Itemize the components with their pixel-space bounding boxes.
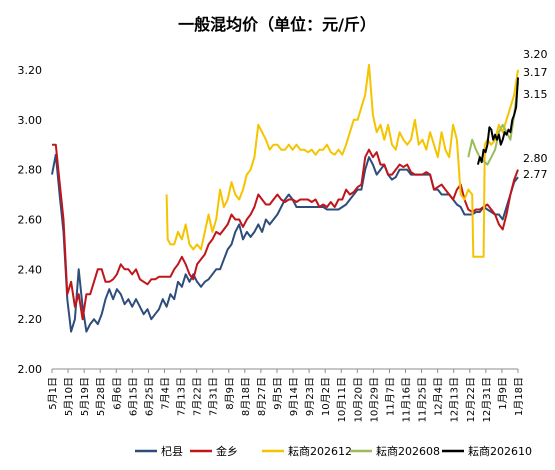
series-line-4: [476, 77, 519, 165]
legend-item-3: 耘商202608: [350, 444, 440, 458]
x-tick-label: 11月25日: [417, 377, 429, 422]
x-tick-label: 5月28日: [95, 377, 107, 416]
legend-item-0: 杞县: [135, 444, 183, 458]
y-axis-tick-labels: 2.00 2.20 2.40 2.60 2.80 3.00 3.20: [18, 64, 43, 376]
y-tick-label: 2.80: [18, 164, 43, 177]
end-value-labels: 3.20 3.17 3.15 2.80 2.77: [523, 48, 548, 181]
y-tick-label: 2.60: [18, 213, 43, 226]
x-tick-label: 7月4日: [159, 377, 171, 410]
legend-item-2: 耘商202612: [262, 444, 352, 458]
end-value-label: 2.80: [523, 152, 548, 165]
legend-label: 耘商202612: [288, 444, 352, 458]
x-tick-label: 11月7日: [384, 377, 396, 416]
y-tick-label: 2.20: [18, 313, 43, 326]
chart-title: 一般混均价（单位：元/斤）: [178, 15, 376, 34]
end-value-label: 3.20: [523, 48, 548, 61]
end-value-label: 2.77: [523, 168, 548, 181]
x-tick-label: 10月11日: [336, 377, 348, 422]
y-tick-label: 3.20: [18, 64, 43, 77]
x-tick-label: 5月1日: [47, 377, 59, 410]
series-line-3: [467, 82, 519, 166]
series-line-0: [51, 153, 519, 333]
series-line-1: [52, 143, 519, 321]
x-tick-label: 8月18日: [240, 377, 252, 416]
x-tick-label: 7月31日: [208, 377, 220, 416]
legend-item-4: 耘商202610: [442, 444, 532, 458]
y-tick-label: 2.00: [18, 363, 43, 376]
legend-label: 耘商202610: [468, 444, 532, 458]
legend-item-1: 金乡: [190, 444, 238, 458]
end-value-label: 3.15: [523, 88, 548, 101]
x-tick-label: 12月31日: [481, 377, 493, 422]
x-tick-label: 11月16日: [401, 377, 413, 422]
x-tick-label: 7月22日: [192, 377, 204, 416]
x-tick-label: 8月27日: [256, 377, 268, 416]
x-tick-label: 10月29日: [368, 377, 380, 422]
x-tick-label: 5月10日: [63, 377, 75, 416]
x-tick-label: 1月18日: [513, 377, 525, 416]
x-tick-label: 10月20日: [352, 377, 364, 422]
x-tick-label: 12月22日: [465, 377, 477, 422]
x-tick-label: 1月9日: [497, 377, 509, 410]
x-tick-label: 8月9日: [224, 377, 236, 410]
series-lines: [51, 63, 519, 333]
x-tick-label: 12月4日: [433, 377, 445, 416]
legend-label: 杞县: [161, 444, 183, 458]
x-tick-label: 10月2日: [320, 377, 332, 416]
x-tick-label: 9月14日: [288, 377, 300, 416]
x-tick-label: 9月5日: [272, 377, 284, 410]
x-axis: 5月1日 5月10日 5月19日 5月28日 6月6日 6月15日 6月25日 7月4日 7月1…: [47, 368, 525, 422]
series-line-2: [165, 63, 519, 258]
legend-label: 金乡: [216, 444, 238, 458]
end-value-label: 3.17: [523, 66, 548, 79]
legend: 杞县 金乡 耘商202612 耘商202608 耘商202610: [135, 444, 532, 458]
y-tick-label: 2.40: [18, 263, 43, 276]
x-tick-label: 9月23日: [304, 377, 316, 416]
x-tick-label: 7月13日: [176, 377, 188, 416]
legend-label: 耘商202608: [376, 444, 440, 458]
x-tick-label: 6月25日: [143, 377, 155, 416]
y-tick-label: 3.00: [18, 114, 43, 127]
x-tick-label: 5月19日: [79, 377, 91, 416]
x-tick-label: 12月13日: [449, 377, 461, 422]
x-tick-label: 6月15日: [127, 377, 139, 416]
x-tick-label: 6月6日: [111, 377, 123, 410]
